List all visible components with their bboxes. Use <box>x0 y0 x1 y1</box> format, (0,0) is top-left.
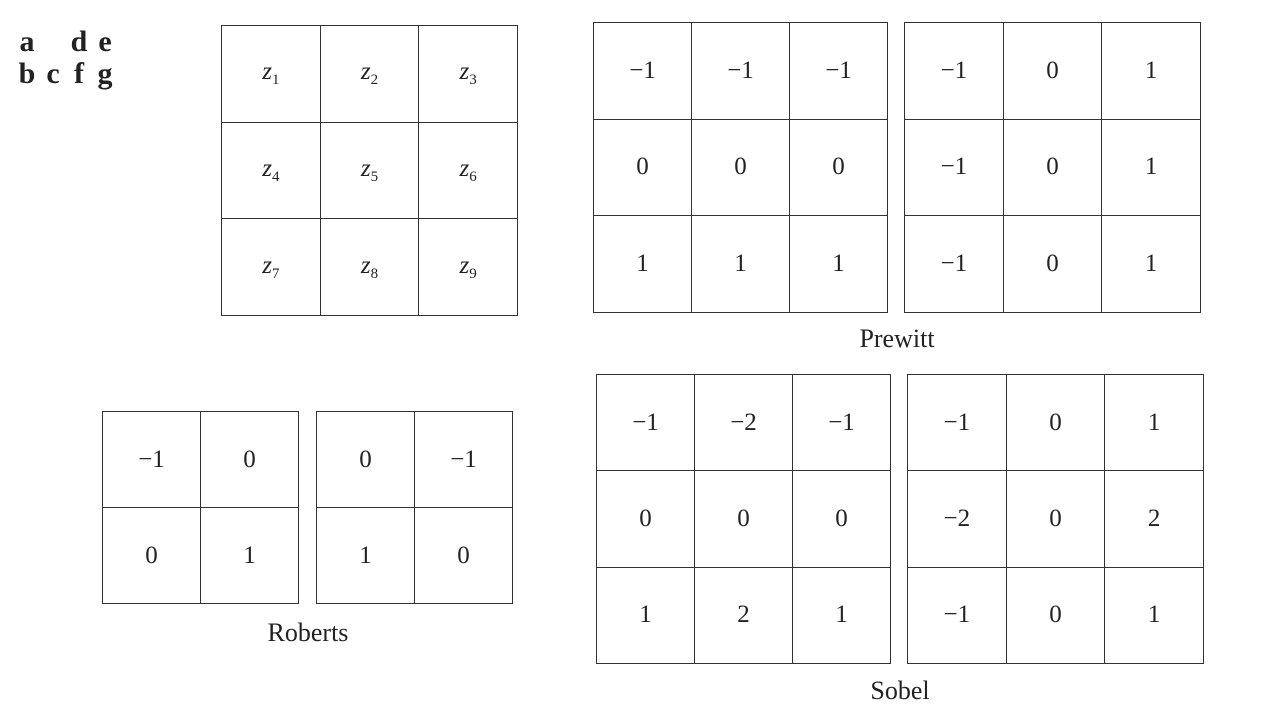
roberts-mask-gx: −1 0 0 1 <box>102 411 299 604</box>
mask-cell: 0 <box>1005 470 1106 568</box>
mask-cell: 1 <box>1101 118 1201 217</box>
mask-cell: −1 <box>904 22 1004 120</box>
mask-cell: 0 <box>1005 373 1106 472</box>
mask-cell: 1 <box>1104 373 1204 472</box>
sobel-mask-gy: −1 0 1 −2 0 2 −1 0 1 <box>907 373 1204 665</box>
mask-cell: −1 <box>691 22 790 120</box>
mask-cell: −1 <box>904 215 1004 313</box>
mask-cell: 0 <box>789 118 888 217</box>
mask-cell: 1 <box>789 215 888 313</box>
mask-cell: 1 <box>316 507 415 604</box>
grid-cell: z7 <box>221 218 321 316</box>
grid-cell: z4 <box>221 121 321 220</box>
roberts-caption: Roberts <box>267 618 349 647</box>
grid-cell: z2 <box>319 25 420 123</box>
sobel-caption: Sobel <box>870 676 930 705</box>
mask-cell: 0 <box>1002 118 1103 217</box>
mask-cell: 2 <box>694 566 793 665</box>
panel-letter: c <box>46 57 60 90</box>
mask-cell: −1 <box>102 411 201 508</box>
mask-cell: 0 <box>414 507 513 604</box>
mask-cell: 1 <box>200 507 299 604</box>
mask-cell: 1 <box>593 215 692 313</box>
panel-letters-row-1: a d e <box>14 26 164 58</box>
mask-cell: 1 <box>1101 215 1201 313</box>
mask-cell: −1 <box>789 22 888 120</box>
mask-cell: 0 <box>316 411 415 508</box>
mask-cell: 0 <box>1002 22 1103 120</box>
neighborhood-grid: z1 z2 z3 z4 z5 z6 z7 z8 z9 <box>221 25 518 316</box>
grid-cell: z8 <box>319 218 420 316</box>
grid-cell: z3 <box>418 25 518 123</box>
mask-cell: 2 <box>1104 470 1204 568</box>
mask-cell: 0 <box>102 507 201 604</box>
mask-cell: −1 <box>593 22 692 120</box>
mask-cell: 0 <box>694 470 793 568</box>
panel-letter: g <box>97 57 113 90</box>
grid-cell: z5 <box>319 121 420 220</box>
roberts-mask-gy: 0 −1 1 0 <box>316 411 513 604</box>
grid-cell: z6 <box>418 121 518 220</box>
mask-cell: −2 <box>694 373 793 472</box>
sobel-mask-gx: −1 −2 −1 0 0 0 1 2 1 <box>596 373 891 665</box>
mask-cell: 0 <box>1002 215 1103 313</box>
panel-letter: f <box>74 57 84 90</box>
mask-cell: 0 <box>1005 566 1106 665</box>
mask-cell: −1 <box>907 566 1007 665</box>
prewitt-mask-gx: −1 −1 −1 0 0 0 1 1 1 <box>593 22 888 313</box>
mask-cell: 0 <box>691 118 790 217</box>
panel-letters: a d e b c f g <box>14 26 164 96</box>
panel-letter: b <box>18 57 36 90</box>
mask-cell: 0 <box>792 470 891 568</box>
panel-letter: e <box>98 25 112 58</box>
mask-cell: 1 <box>792 566 891 665</box>
grid-cell: z1 <box>221 25 321 123</box>
mask-cell: −1 <box>904 118 1004 217</box>
panel-letter: a <box>19 25 35 58</box>
panel-letters-row-2: b c f g <box>14 58 164 90</box>
grid-cell: z9 <box>418 218 518 316</box>
mask-cell: −1 <box>596 373 695 472</box>
prewitt-caption: Prewitt <box>859 324 935 353</box>
mask-cell: −1 <box>907 373 1007 472</box>
prewitt-mask-gy: −1 0 1 −1 0 1 −1 0 1 <box>904 22 1201 313</box>
panel-letter: d <box>70 25 88 58</box>
mask-cell: 1 <box>596 566 695 665</box>
mask-cell: −2 <box>907 470 1007 568</box>
mask-cell: 0 <box>596 470 695 568</box>
mask-cell: 0 <box>593 118 692 217</box>
mask-cell: −1 <box>414 411 513 508</box>
mask-cell: 1 <box>691 215 790 313</box>
mask-cell: −1 <box>792 373 891 472</box>
mask-cell: 1 <box>1101 22 1201 120</box>
mask-cell: 0 <box>200 411 299 508</box>
mask-cell: 1 <box>1104 566 1204 665</box>
